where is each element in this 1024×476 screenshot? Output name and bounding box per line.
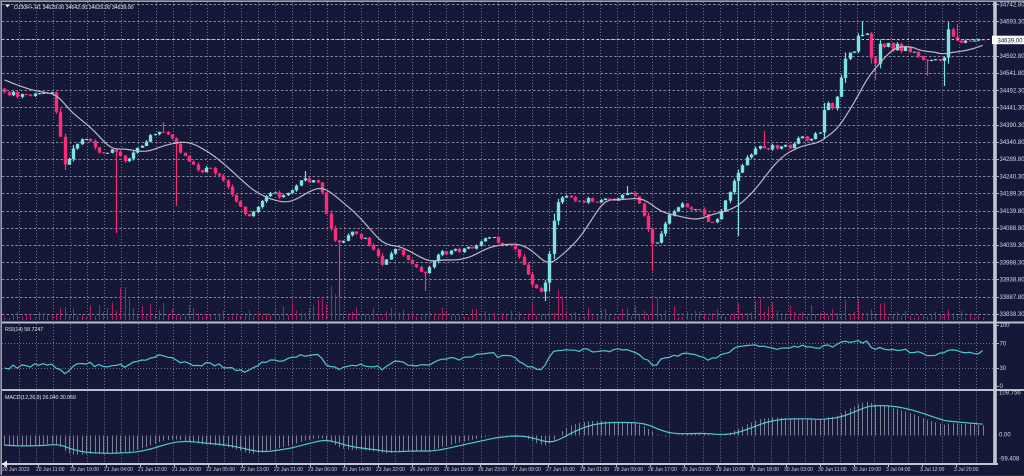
svg-text:34240.30: 34240.30 xyxy=(1000,174,1024,180)
svg-text:33938.80: 33938.80 xyxy=(1000,278,1024,284)
svg-text:30 Jun 19:00: 30 Jun 19:00 xyxy=(852,467,881,473)
svg-text:23 Jun 14:00: 23 Jun 14:00 xyxy=(342,467,371,473)
svg-text:109.756: 109.756 xyxy=(999,391,1021,397)
svg-text:3 Jul 12:00: 3 Jul 12:00 xyxy=(920,467,945,473)
svg-text:28 Jun 01:00: 28 Jun 01:00 xyxy=(580,467,609,473)
svg-text:RSI(14) 58.7247: RSI(14) 58.7247 xyxy=(5,327,43,333)
svg-text:MACD(12,26,9) 26.040 30.069: MACD(12,26,9) 26.040 30.069 xyxy=(5,395,76,401)
svg-text:34039.30: 34039.30 xyxy=(1000,243,1024,249)
svg-text:30 Jun 03:00: 30 Jun 03:00 xyxy=(784,467,813,473)
svg-text:34492.30: 34492.30 xyxy=(1000,88,1024,94)
svg-text:34189.30: 34189.30 xyxy=(1000,192,1024,198)
svg-text:23 Jun 22:00: 23 Jun 22:00 xyxy=(376,467,405,473)
svg-text:21 Jun 20:00: 21 Jun 20:00 xyxy=(172,467,201,473)
svg-text:34441.30: 34441.30 xyxy=(1000,106,1024,112)
svg-text:34541.80: 34541.80 xyxy=(1000,71,1024,77)
svg-text:22 Jun 21:00: 22 Jun 21:00 xyxy=(274,467,303,473)
svg-text:34592.80: 34592.80 xyxy=(1000,54,1024,60)
svg-text:100: 100 xyxy=(1000,323,1011,329)
svg-text:3 Jul 04:00: 3 Jul 04:00 xyxy=(886,467,911,473)
svg-text:34639.00: 34639.00 xyxy=(998,38,1024,44)
svg-text:33988.30: 33988.30 xyxy=(1000,260,1024,266)
svg-text:0: 0 xyxy=(1000,384,1004,390)
svg-text:26 Jun 15:00: 26 Jun 15:00 xyxy=(444,467,473,473)
svg-text:23 Jun 06:00: 23 Jun 06:00 xyxy=(308,467,337,473)
svg-text:21 Jun 04:00: 21 Jun 04:00 xyxy=(104,467,133,473)
svg-text:34693.30: 34693.30 xyxy=(1000,20,1024,26)
svg-text:20 Jun 2023: 20 Jun 2023 xyxy=(2,467,30,473)
svg-text:21 Jun 12:00: 21 Jun 12:00 xyxy=(138,467,167,473)
svg-text:3 Jul 20:00: 3 Jul 20:00 xyxy=(954,467,979,473)
svg-text:34139.80: 34139.80 xyxy=(1000,209,1024,215)
svg-text:27 Jun 08:00: 27 Jun 08:00 xyxy=(512,467,541,473)
svg-text:26 Jun 07:00: 26 Jun 07:00 xyxy=(410,467,439,473)
svg-text:34289.80: 34289.80 xyxy=(1000,157,1024,163)
svg-text:26 Jun 23:00: 26 Jun 23:00 xyxy=(478,467,507,473)
svg-text:34340.80: 34340.80 xyxy=(1000,140,1024,146)
svg-text:34742.80: 34742.80 xyxy=(1000,2,1024,8)
svg-text:33838.30: 33838.30 xyxy=(1000,312,1024,318)
svg-text:0.00: 0.00 xyxy=(999,432,1011,438)
svg-text:20 Jun 19:00: 20 Jun 19:00 xyxy=(70,467,99,473)
svg-text:22 Jun 05:00: 22 Jun 05:00 xyxy=(206,467,235,473)
svg-text:22 Jun 13:00: 22 Jun 13:00 xyxy=(240,467,269,473)
svg-text:20 Jun 11:00: 20 Jun 11:00 xyxy=(36,467,65,473)
svg-text:33887.80: 33887.80 xyxy=(1000,295,1024,301)
svg-text:30: 30 xyxy=(1000,366,1007,372)
svg-text:34088.80: 34088.80 xyxy=(1000,226,1024,232)
svg-text:70: 70 xyxy=(1000,342,1007,348)
svg-text:29 Jun 02:00: 29 Jun 02:00 xyxy=(682,467,711,473)
svg-text:28 Jun 09:00: 28 Jun 09:00 xyxy=(614,467,643,473)
svg-text:DJ30R+,H1 34629.00 34642.00 3: DJ30R+,H1 34629.00 34642.00 34629.00 346… xyxy=(14,5,134,11)
svg-text:29 Jun 18:00: 29 Jun 18:00 xyxy=(750,467,779,473)
svg-text:29 Jun 10:00: 29 Jun 10:00 xyxy=(716,467,745,473)
svg-text:27 Jun 16:00: 27 Jun 16:00 xyxy=(546,467,575,473)
svg-text:28 Jun 17:00: 28 Jun 17:00 xyxy=(648,467,677,473)
svg-text:34390.30: 34390.30 xyxy=(1000,123,1024,129)
svg-text:-59.408: -59.408 xyxy=(999,457,1020,463)
svg-text:30 Jun 11:00: 30 Jun 11:00 xyxy=(818,467,847,473)
